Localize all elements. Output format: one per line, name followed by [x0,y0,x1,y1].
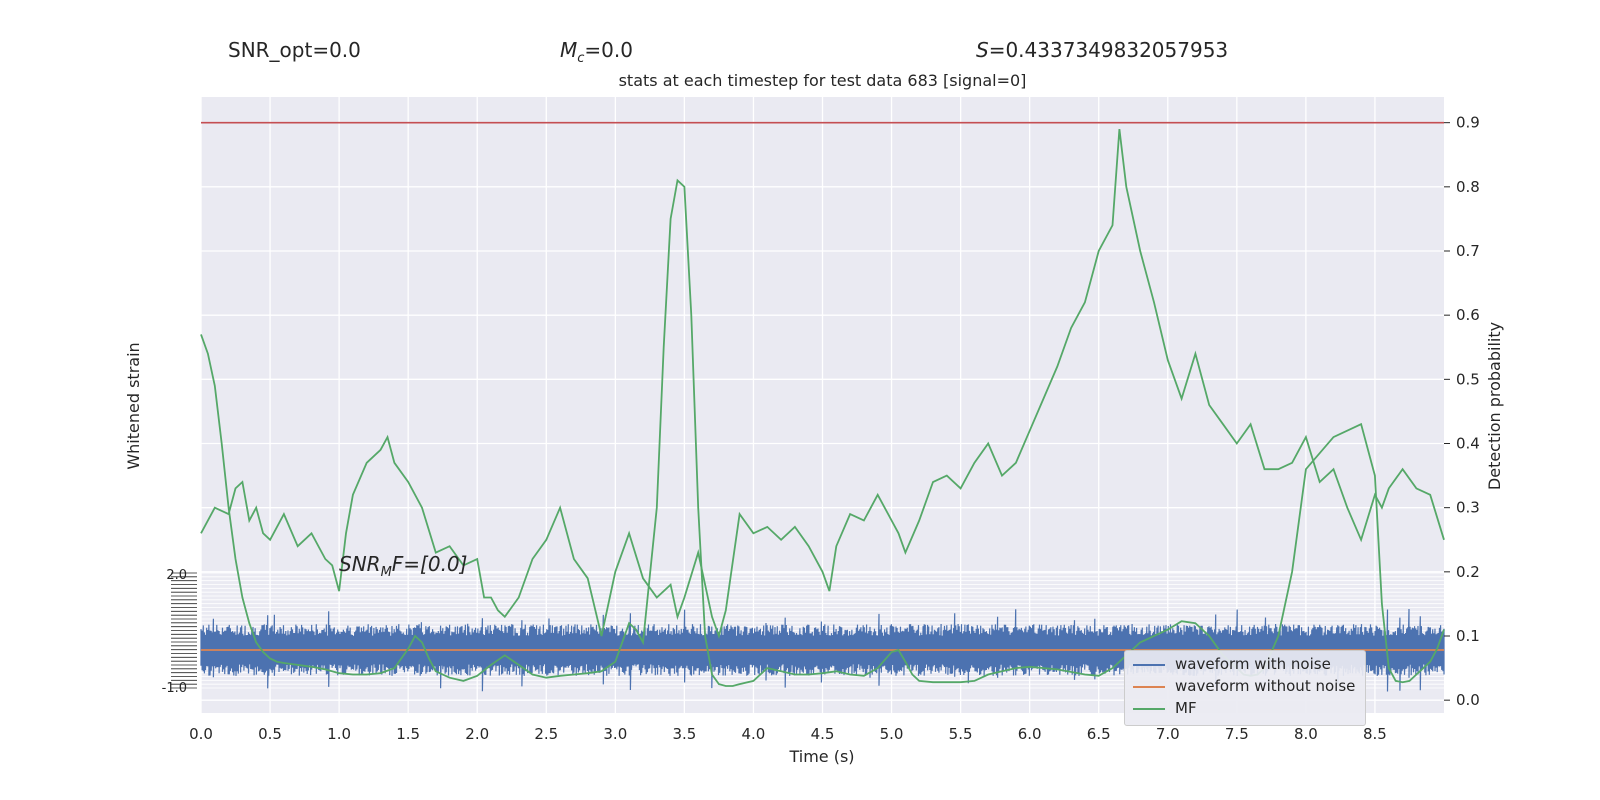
x-tick-label: 6.0 [1018,725,1042,743]
y-tick-label: 0.6 [1456,306,1480,324]
s-value: =0.4337349832057953 [988,38,1229,62]
snr-opt-label: SNR_opt=0.0 [228,38,361,62]
y-tick-label: 0.4 [1456,435,1480,453]
right-axis-ticks: 0.0 0.1 0.2 0.3 0.4 0.5 0.6 0.7 0.8 0.9 [1444,114,1480,709]
snrmf-symbol: SNR [339,552,381,576]
snrmf-rest: F=[0.0] [391,552,468,576]
probability-line [200,128,1445,640]
y-tick-label: 0.1 [1456,627,1480,645]
y-tick-label: 0.0 [1456,691,1480,709]
y-tick-label: 0.7 [1456,242,1480,260]
x-tick-label: 8.5 [1363,725,1387,743]
left-axis-label: Whitened strain [124,342,143,469]
strain-tick-bottom: -1.0 [162,681,187,696]
legend-label-mf: MF [1175,699,1197,717]
chart-title: stats at each timestep for test data 683… [618,71,1027,90]
x-axis-label: Time (s) [788,747,854,766]
x-tick-label: 3.5 [672,725,696,743]
legend-item-mf: MF [1133,699,1197,721]
x-tick-label: 5.5 [949,725,973,743]
s-symbol: S [976,38,989,62]
x-tick-label: 5.0 [880,725,904,743]
x-tick-label: 2.5 [534,725,558,743]
score-label: S=0.4337349832057953 [976,38,1228,62]
x-axis-ticks: 0.0 0.5 1.0 1.5 2.0 2.5 3.0 3.5 4.0 4.5 5.0 5.5 6.0 6… [189,725,1387,743]
x-tick-label: 0.0 [189,725,213,743]
y-tick-label: 0.2 [1456,563,1480,581]
x-tick-label: 1.5 [396,725,420,743]
x-tick-label: 7.0 [1156,725,1180,743]
mc-symbol: M [560,38,578,62]
chirp-mass-label: Mc=0.0 [560,38,633,66]
snrmf-subscript: M [380,565,392,580]
left-axis-ticks: 2.0 -1.0 [162,568,197,696]
legend: waveform with noise waveform without noi… [1124,650,1366,726]
y-tick-label: 0.8 [1456,178,1480,196]
legend-swatch-clean [1133,685,1165,688]
x-tick-label: 0.5 [258,725,282,743]
legend-label-clean: waveform without noise [1175,677,1356,695]
legend-swatch-noise [1133,663,1165,666]
mc-value: =0.0 [584,38,633,62]
y-tick-label: 0.9 [1456,114,1480,132]
legend-label-noise: waveform with noise [1175,655,1331,673]
mc-subscript: c [577,51,585,66]
x-tick-label: 4.5 [811,725,835,743]
x-tick-label: 2.0 [465,725,489,743]
x-tick-label: 6.5 [1087,725,1111,743]
snr-mf-annotation: SNRMF=[0.0] [339,552,467,580]
y-tick-label: 0.5 [1456,370,1480,388]
strain-tick-top: 2.0 [166,568,187,583]
right-axis-label: Detection probability [1485,322,1504,490]
legend-item-noise: waveform with noise [1133,655,1331,677]
x-tick-label: 7.5 [1225,725,1249,743]
x-tick-label: 1.0 [327,725,351,743]
legend-item-clean: waveform without noise [1133,677,1355,699]
x-tick-label: 4.0 [742,725,766,743]
legend-swatch-mf [1133,707,1165,710]
x-tick-label: 8.0 [1294,725,1318,743]
x-tick-label: 3.0 [603,725,627,743]
y-tick-label: 0.3 [1456,499,1480,517]
